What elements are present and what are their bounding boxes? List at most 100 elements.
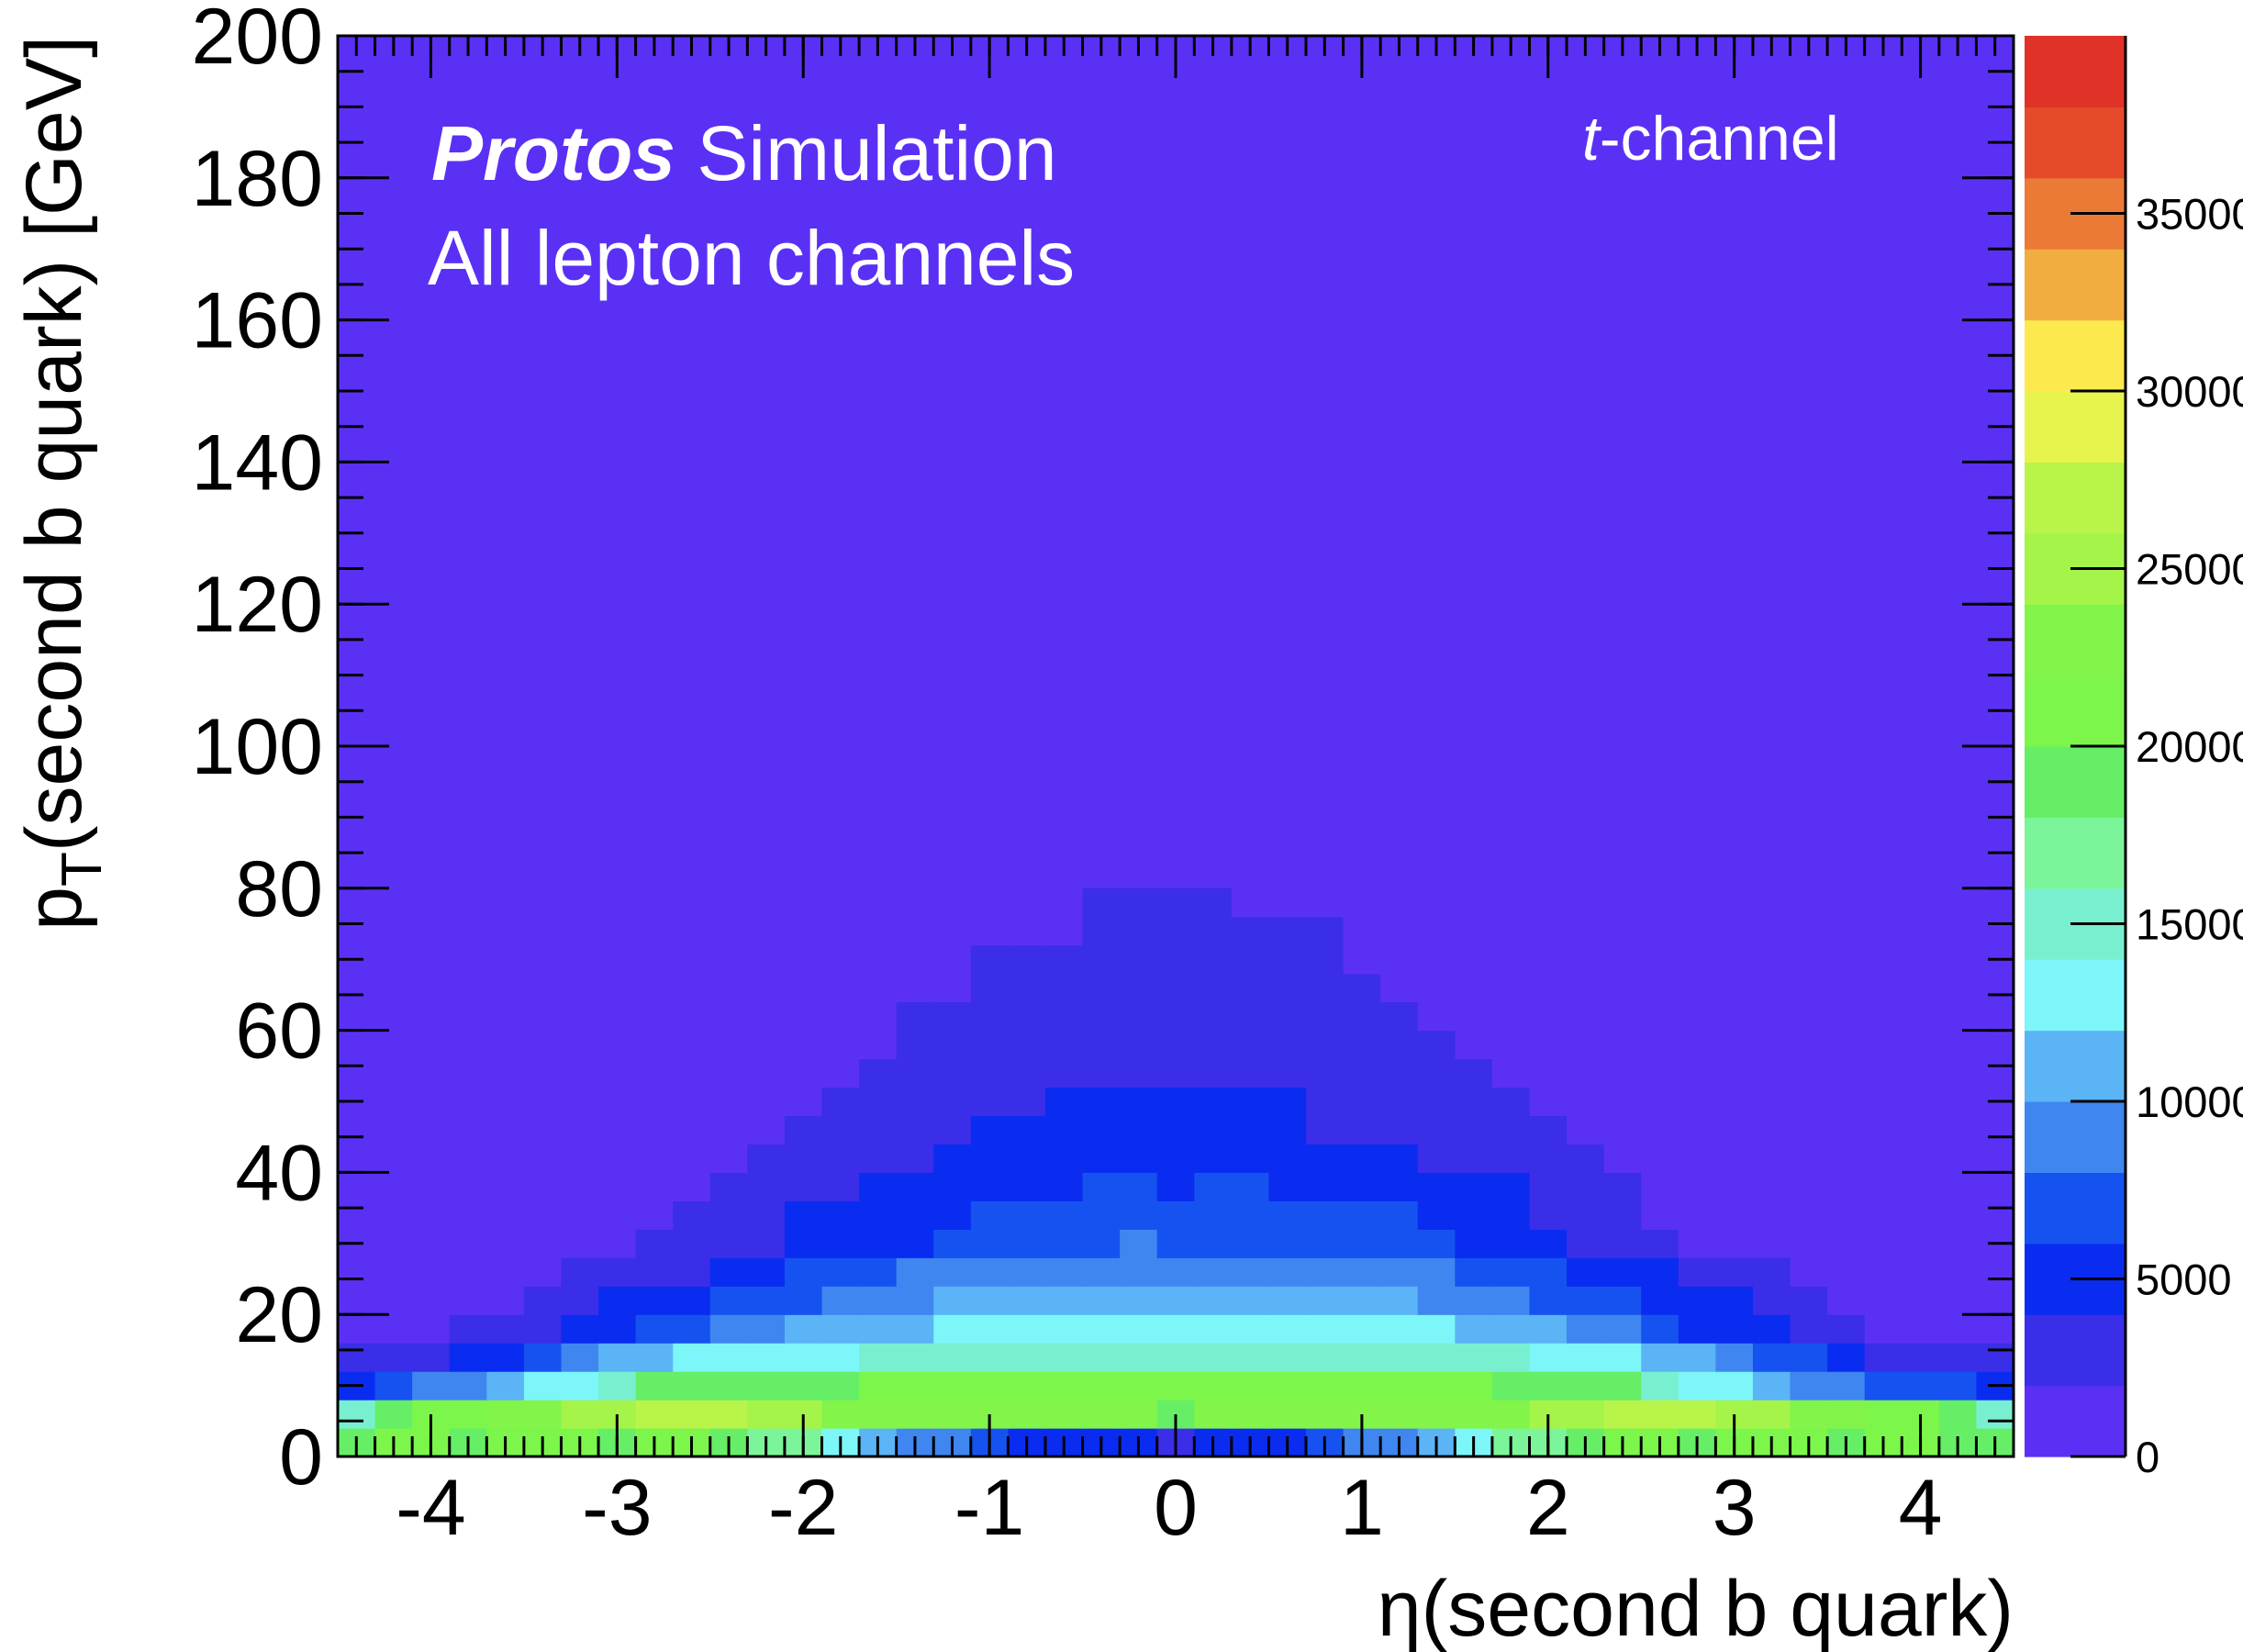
heatmap-cell (1678, 973, 1716, 1003)
heatmap-cell (1976, 1172, 2014, 1201)
heatmap-cell (970, 1200, 1009, 1230)
heatmap-cell (486, 944, 525, 975)
heatmap-cell (1938, 1200, 1978, 1230)
heatmap-cell (1790, 1144, 1828, 1173)
heatmap-cell (1194, 1001, 1233, 1032)
heatmap-cell (1231, 1314, 1270, 1344)
heatmap-cell (1529, 973, 1568, 1003)
heatmap-cell (1156, 1172, 1195, 1201)
heatmap-cell (747, 1172, 786, 1201)
title-bold: Protos (431, 110, 675, 196)
heatmap-cell (412, 1229, 451, 1258)
heatmap-cell (1752, 1115, 1791, 1145)
heatmap-cell (1603, 887, 1642, 918)
heatmap-cell (1268, 887, 1307, 918)
heatmap-cell (1082, 916, 1121, 946)
heatmap-cell (784, 1286, 823, 1315)
heatmap-cell (338, 1001, 376, 1032)
heatmap-cell (1008, 1115, 1046, 1145)
heatmap-cell (896, 1371, 934, 1401)
heatmap-cell (1194, 1087, 1233, 1117)
heatmap-cell (1306, 887, 1345, 918)
heatmap-cell (970, 944, 1009, 975)
heatmap-cell (784, 944, 823, 975)
heatmap-cell (1790, 1257, 1828, 1287)
heatmap-cell (1008, 1257, 1046, 1287)
heatmap-cell (1044, 1257, 1084, 1287)
heatmap-cell (1529, 1001, 1568, 1032)
heatmap-cell (1156, 1371, 1195, 1401)
heatmap-cell (933, 1144, 972, 1173)
y-tick-label: 40 (235, 1129, 323, 1217)
heatmap-cell (1343, 1371, 1381, 1401)
heatmap-cell (486, 1144, 525, 1173)
heatmap-cell (1343, 1286, 1381, 1315)
colorbar-band (2025, 1030, 2126, 1102)
heatmap-cell (1044, 1115, 1084, 1145)
heatmap-cell (1678, 1400, 1716, 1429)
heatmap-cell (859, 887, 898, 918)
colorbar-tick-label: 10000 (2136, 1077, 2243, 1126)
heatmap-cell (1752, 1172, 1791, 1201)
heatmap-cell (1380, 1400, 1419, 1429)
heatmap-cell (1790, 916, 1828, 946)
heatmap-cell (896, 1229, 934, 1258)
heatmap-cell (598, 1144, 637, 1173)
heatmap-cell (747, 1115, 786, 1145)
heatmap-cell (709, 1115, 748, 1145)
heatmap-cell (1008, 1001, 1046, 1032)
heatmap-cell (1827, 1257, 1866, 1287)
heatmap-cell (1529, 944, 1568, 975)
heatmap-cell (1044, 1371, 1084, 1401)
heatmap-cell (338, 1115, 376, 1145)
heatmap-cell (374, 1058, 413, 1088)
heatmap-cell (598, 1286, 637, 1315)
heatmap-cell (1529, 1343, 1568, 1372)
heatmap-cell (374, 973, 413, 1003)
heatmap-cell (1902, 1115, 1940, 1145)
heatmap-cell (896, 1314, 934, 1344)
heatmap-cell (1380, 1172, 1419, 1201)
heatmap-cell (1156, 944, 1195, 975)
heatmap-cell (1567, 1144, 1605, 1173)
heatmap-cell (1938, 973, 1978, 1003)
annotation-italic: t (1582, 104, 1602, 173)
heatmap-cell (1194, 1257, 1233, 1287)
heatmap-cell (1678, 1257, 1716, 1287)
heatmap-cell (859, 1257, 898, 1287)
x-tick-label: 0 (1154, 1464, 1198, 1552)
heatmap-cell (970, 1030, 1009, 1060)
heatmap-cell (970, 973, 1009, 1003)
heatmap-cell (1603, 916, 1642, 946)
heatmap-cell (1790, 1371, 1828, 1401)
heatmap-cell (1268, 1286, 1307, 1315)
heatmap-cell (1231, 1343, 1270, 1372)
heatmap-cell (1082, 1058, 1121, 1088)
heatmap-cell (412, 1200, 451, 1230)
heatmap-cell (412, 1286, 451, 1315)
heatmap-cell (412, 1172, 451, 1201)
heatmap-cell (1827, 1115, 1866, 1145)
heatmap-cell (561, 1371, 599, 1401)
heatmap-cell (1641, 1257, 1679, 1287)
heatmap-cell (374, 1343, 413, 1372)
heatmap-cell (784, 1257, 823, 1287)
heatmap-cell (1120, 1343, 1158, 1372)
heatmap-cell (1976, 1058, 2014, 1088)
heatmap-cell (859, 1229, 898, 1258)
heatmap-cell (1864, 1286, 1903, 1315)
heatmap-cell (1976, 1343, 2014, 1372)
heatmap-cell (1306, 1087, 1345, 1117)
heatmap-cell (1306, 944, 1345, 975)
heatmap-cell (1715, 1144, 1754, 1173)
heatmap-cell (1715, 1200, 1754, 1230)
heatmap-cell (1827, 1030, 1866, 1060)
heatmap-cell (1380, 1286, 1419, 1315)
heatmap-cell (821, 1286, 860, 1315)
heatmap-cell (635, 1087, 674, 1117)
heatmap-cell (1120, 1030, 1158, 1060)
heatmap-cell (747, 1087, 786, 1117)
heatmap-cell (1529, 1058, 1568, 1088)
heatmap-cell (1306, 1172, 1345, 1201)
heatmap-cell (1455, 1115, 1493, 1145)
